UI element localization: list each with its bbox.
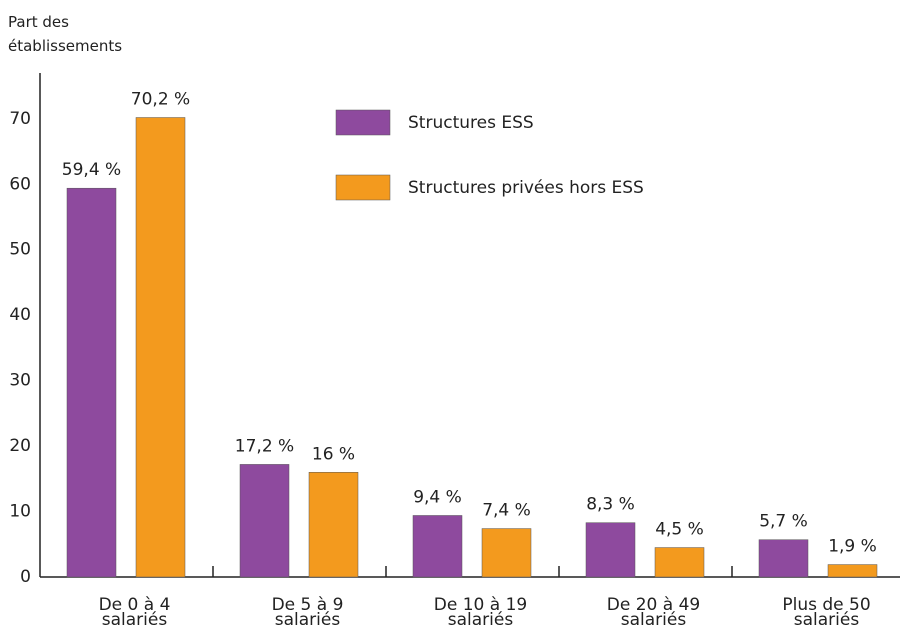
data-label: 1,9 % bbox=[828, 537, 877, 557]
data-label: 17,2 % bbox=[235, 436, 294, 456]
y-tick-label: 10 bbox=[9, 502, 31, 522]
legend-swatch bbox=[335, 109, 391, 136]
y-tick-label: 50 bbox=[9, 240, 31, 260]
data-label: 8,3 % bbox=[586, 495, 635, 515]
x-tick-label: De 20 à 49 salariés bbox=[606, 595, 701, 630]
data-label: 59,4 % bbox=[62, 160, 121, 180]
data-label: 70,2 % bbox=[131, 90, 190, 110]
y-tick-label: 60 bbox=[9, 174, 31, 194]
legend-label: Structures ESS bbox=[408, 113, 534, 133]
x-tick-label: Plus de 50 salariés bbox=[782, 595, 871, 630]
data-label: 16 % bbox=[312, 444, 355, 464]
data-label: 4,5 % bbox=[655, 520, 704, 540]
data-label: 7,4 % bbox=[482, 501, 531, 521]
bar bbox=[758, 539, 809, 578]
bar bbox=[481, 528, 532, 578]
bar bbox=[827, 564, 878, 578]
x-tick-label: De 10 à 19 salariés bbox=[433, 595, 528, 630]
y-tick-label: 0 bbox=[20, 567, 31, 587]
bar bbox=[239, 464, 290, 578]
data-label: 9,4 % bbox=[413, 487, 462, 507]
legend-swatch bbox=[335, 174, 391, 201]
legend-label: Structures privées hors ESS bbox=[408, 178, 644, 198]
y-tick-label: 20 bbox=[9, 436, 31, 456]
y-tick-label: 40 bbox=[9, 305, 31, 325]
data-label: 5,7 % bbox=[759, 512, 808, 532]
bar bbox=[412, 515, 463, 578]
y-tick-label: 70 bbox=[9, 109, 31, 129]
y-axis-label: Part des établissements bbox=[8, 13, 123, 55]
x-tick-label: De 0 à 4 salariés bbox=[98, 595, 171, 630]
bar bbox=[66, 187, 117, 578]
bar bbox=[135, 117, 186, 578]
x-tick-label: De 5 à 9 salariés bbox=[271, 595, 344, 630]
bar bbox=[654, 547, 705, 578]
bar bbox=[308, 472, 359, 578]
y-tick-label: 30 bbox=[9, 371, 31, 391]
bar bbox=[585, 522, 636, 578]
